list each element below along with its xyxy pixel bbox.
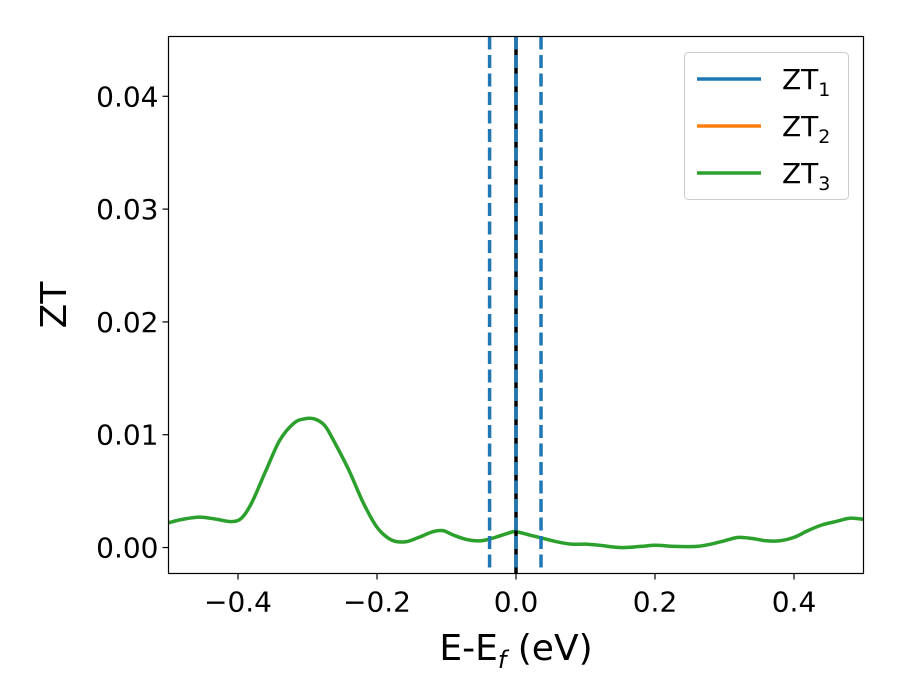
x-tick-label: −0.2 [343,586,411,619]
x-tick-label: −0.4 [204,586,272,619]
y-tick-label: 0.00 [96,532,158,565]
y-tick-label: 0.04 [96,80,158,113]
y-tick-label: 0.02 [96,306,158,339]
legend-label-2: ZT2 [782,110,830,148]
ticks-layer: −0.4 −0.2 0.0 0.2 0.4 0.00 0.01 0.02 0.03 0.04 [96,80,816,618]
y-tick-label: 0.03 [96,193,158,226]
legend-box [684,52,849,200]
y-axis-label: ZT [34,281,75,329]
legend-label-1: ZT1 [782,63,830,101]
legend: ZT1 ZT2 ZT3 [684,52,849,200]
vlines-layer [487,36,543,574]
legend-items: ZT1 ZT2 ZT3 [697,63,830,195]
series-line-3 [168,416,864,550]
x-tick-label: 0.4 [772,586,817,619]
x-tick-label: 0.2 [633,586,678,619]
legend-label-3: ZT3 [782,157,830,195]
x-axis-label: E-Ef (eV) [439,628,592,674]
x-tick-label: 0.0 [494,586,539,619]
y-tick-label: 0.01 [96,419,158,452]
lines-layer [168,416,864,550]
x-axis-label-unit: (eV) [506,628,592,669]
x-axis-label-main: E-E [439,628,497,669]
